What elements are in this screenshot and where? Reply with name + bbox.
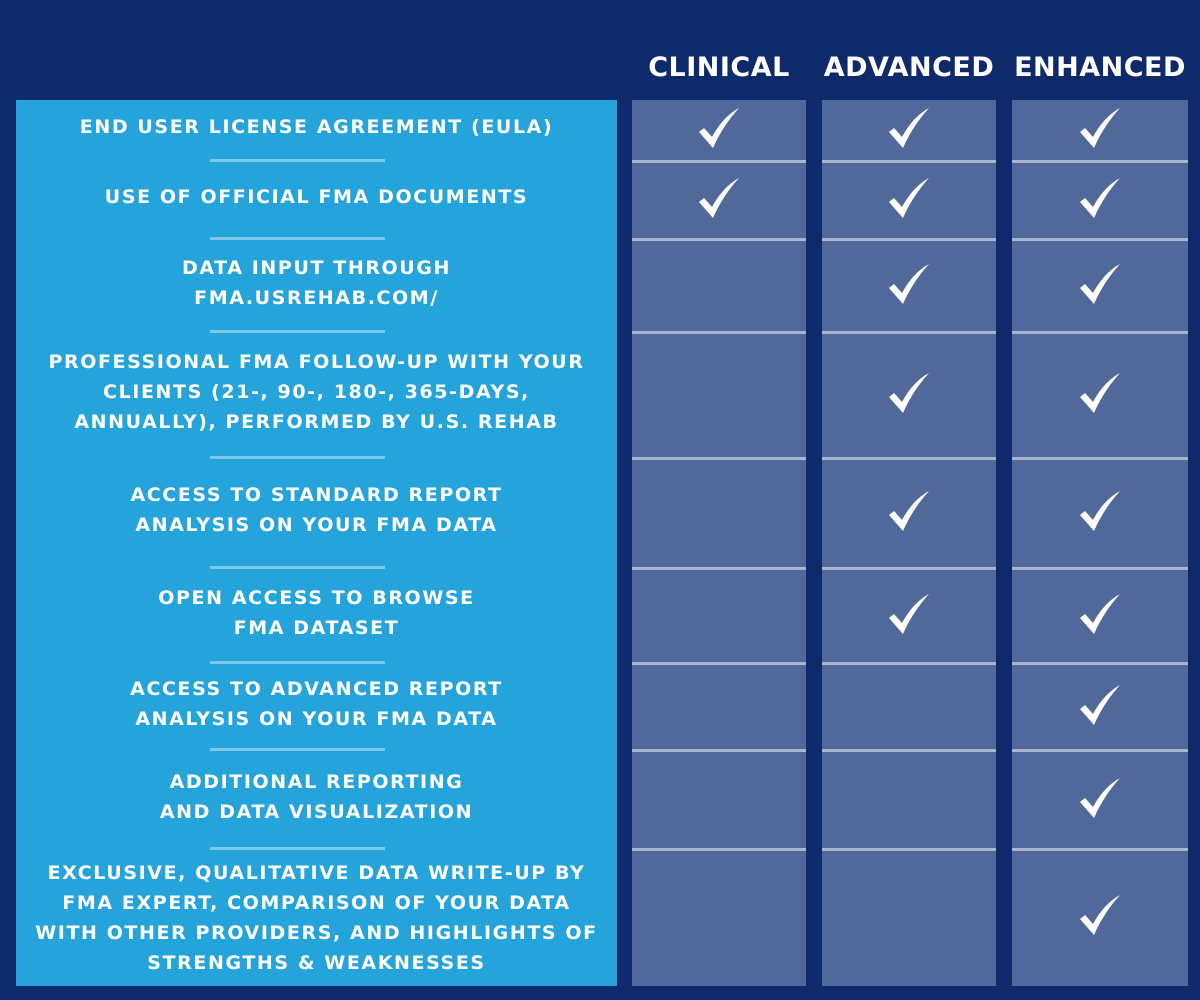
row-divider bbox=[632, 749, 806, 752]
checkmark-icon bbox=[885, 177, 933, 221]
row-divider bbox=[632, 160, 806, 163]
checkmark-icon bbox=[1076, 107, 1124, 151]
row-divider bbox=[822, 160, 996, 163]
checkmark-icon bbox=[885, 107, 933, 151]
row-divider bbox=[1012, 457, 1188, 460]
checkmark-icon bbox=[1076, 263, 1124, 307]
row-divider bbox=[1012, 238, 1188, 241]
feature-label: OPEN ACCESS TO BROWSE FMA DATASET bbox=[158, 586, 475, 639]
row-divider bbox=[632, 662, 806, 665]
feature-label: EXCLUSIVE, QUALITATIVE DATA WRITE-UP BY F… bbox=[35, 862, 598, 974]
row-divider bbox=[822, 848, 996, 851]
row-divider bbox=[822, 662, 996, 665]
row-divider bbox=[1012, 662, 1188, 665]
feature-label: ACCESS TO ADVANCED REPORT ANALYSIS ON YOU… bbox=[130, 677, 503, 730]
row-divider bbox=[822, 457, 996, 460]
checkmark-icon bbox=[885, 372, 933, 416]
row-divider bbox=[1012, 749, 1188, 752]
checkmark-icon bbox=[1076, 593, 1124, 637]
checkmark-icon bbox=[1076, 777, 1124, 821]
checkmark-icon bbox=[695, 177, 743, 221]
plan-column-clinical bbox=[632, 100, 806, 986]
plan-column-enhanced bbox=[1012, 100, 1188, 986]
row-divider bbox=[632, 567, 806, 570]
plan-header-advanced: ADVANCED bbox=[823, 52, 995, 83]
row-divider bbox=[632, 331, 806, 334]
row-divider bbox=[632, 848, 806, 851]
feature-divider bbox=[209, 237, 385, 240]
checkmark-icon bbox=[1076, 894, 1124, 938]
row-divider bbox=[822, 749, 996, 752]
feature-panel: END USER LICENSE AGREEMENT (EULA) USE OF … bbox=[16, 100, 617, 986]
row-divider bbox=[632, 457, 806, 460]
row-divider bbox=[822, 238, 996, 241]
feature-label: ADDITIONAL REPORTING AND DATA VISUALIZATI… bbox=[159, 770, 474, 823]
checkmark-icon bbox=[1076, 684, 1124, 728]
plan-column-advanced bbox=[822, 100, 996, 986]
row-divider bbox=[822, 567, 996, 570]
checkmark-icon bbox=[885, 490, 933, 534]
feature-divider bbox=[209, 661, 385, 664]
row-divider bbox=[1012, 331, 1188, 334]
row-divider bbox=[822, 331, 996, 334]
row-divider bbox=[1012, 160, 1188, 163]
checkmark-icon bbox=[1076, 177, 1124, 221]
feature-divider bbox=[209, 456, 385, 459]
row-divider bbox=[632, 238, 806, 241]
feature-divider bbox=[209, 330, 385, 333]
row-divider bbox=[1012, 567, 1188, 570]
plan-header-clinical: CLINICAL bbox=[648, 52, 790, 83]
row-divider bbox=[1012, 848, 1188, 851]
feature-label: END USER LICENSE AGREEMENT (EULA) bbox=[79, 116, 554, 138]
feature-divider bbox=[209, 847, 385, 850]
checkmark-icon bbox=[885, 263, 933, 307]
plan-header-enhanced: ENHANCED bbox=[1014, 52, 1186, 83]
checkmark-icon bbox=[1076, 372, 1124, 416]
feature-divider bbox=[209, 566, 385, 569]
feature-divider bbox=[209, 748, 385, 751]
feature-divider bbox=[209, 159, 385, 162]
checkmark-icon bbox=[1076, 490, 1124, 534]
feature-label: ACCESS TO STANDARD REPORT ANALYSIS ON YOU… bbox=[130, 484, 503, 536]
feature-label: USE OF OFFICIAL FMA DOCUMENTS bbox=[104, 186, 529, 208]
checkmark-icon bbox=[885, 593, 933, 637]
checkmark-icon bbox=[695, 107, 743, 151]
feature-label: PROFESSIONAL FMA FOLLOW-UP WITH YOUR CLIE… bbox=[48, 351, 585, 433]
feature-label: DATA INPUT THROUGH FMA.USREHAB.COM/ bbox=[181, 256, 452, 309]
